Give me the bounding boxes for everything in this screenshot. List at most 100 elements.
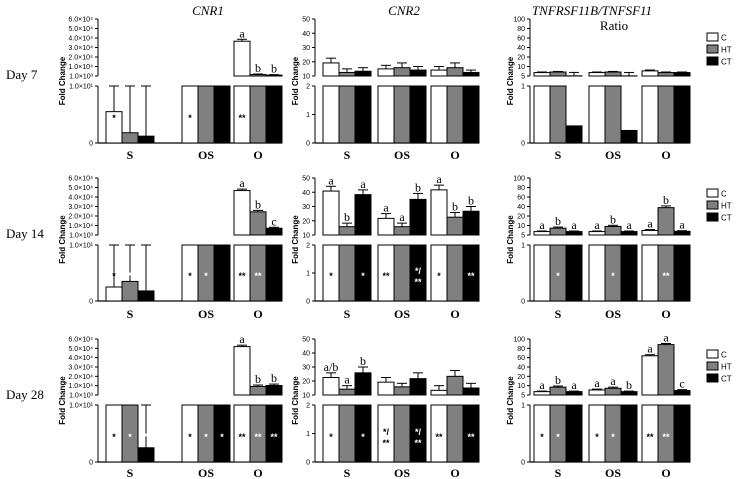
- bar: [533, 85, 551, 144]
- y-tick-label: 100: [513, 176, 525, 183]
- column-title: CNR1: [192, 3, 224, 18]
- asterisk-label: *: [112, 271, 116, 281]
- asterisk-label: **: [238, 113, 246, 123]
- category-label: OS: [394, 307, 410, 321]
- bar: [657, 85, 675, 144]
- y-tick-label: 40: [302, 31, 310, 38]
- bar: [137, 447, 155, 463]
- bar: [354, 404, 372, 463]
- row-label: Day 14: [6, 226, 44, 241]
- asterisk-label: *: [611, 271, 615, 281]
- asterisk-label: *: [361, 271, 365, 281]
- bar: [549, 71, 567, 77]
- chart-panel: 6.0×10⁴ 5.0×10⁴ 4.0×10⁴ 3.0×10⁴ 2.0×10⁴ 1.0×1…: [58, 17, 283, 162]
- category-label: OS: [605, 148, 621, 162]
- significance-letter: a: [626, 218, 632, 232]
- y-tick-label: 5: [521, 393, 525, 400]
- y-tick-label: 100: [513, 337, 525, 344]
- y-tick-label: 40: [517, 45, 525, 52]
- asterisk-label: *: [128, 271, 132, 281]
- bar: [641, 355, 659, 396]
- significance-letter: b: [255, 372, 261, 386]
- significance-letter: b: [663, 193, 669, 207]
- bar: [249, 385, 267, 396]
- y-tick-label: 5.0×10⁴: [68, 26, 93, 33]
- bar: [265, 385, 283, 396]
- significance-letter: a: [594, 218, 600, 232]
- y-tick-label: 1.0×10⁴: [68, 383, 93, 390]
- bar: [620, 231, 638, 236]
- y-tick-label: 30: [302, 365, 310, 372]
- bar: [565, 244, 583, 302]
- legend-swatch: [706, 56, 719, 66]
- bar: [549, 386, 567, 396]
- bar: [393, 386, 411, 396]
- significance-letter: b: [610, 212, 616, 226]
- bar: [105, 286, 123, 302]
- bar: [533, 391, 551, 396]
- asterisk-label: *: [220, 432, 224, 442]
- bar: [213, 244, 231, 302]
- significance-letter: b: [555, 373, 561, 387]
- category-label: S: [344, 307, 351, 321]
- legend-label: C: [721, 190, 727, 199]
- y-tick-label: 0: [306, 299, 310, 306]
- bar: [462, 71, 480, 77]
- bar: [409, 198, 427, 236]
- bar: [641, 70, 659, 77]
- y-tick-label: 1: [306, 271, 310, 278]
- bar: [673, 85, 691, 144]
- significance-letter: b: [468, 194, 474, 208]
- bar: [354, 194, 372, 236]
- bar: [565, 404, 583, 463]
- chart-panel: 6.0×10⁴ 5.0×10⁴ 4.0×10⁴ 3.0×10⁴ 2.0×10⁴ 1.0×1…: [58, 332, 283, 479]
- asterisk-label: *: [540, 432, 544, 442]
- significance-letter: a: [539, 218, 545, 232]
- bar: [393, 67, 411, 77]
- y-tick-label: 1.0×10³: [69, 74, 94, 81]
- significance-letter: a: [383, 201, 389, 215]
- legend-swatch: [706, 44, 719, 54]
- asterisk-label: */: [415, 427, 422, 437]
- y-tick-label: 50: [302, 337, 310, 344]
- legend-swatch: [706, 373, 719, 383]
- bar: [393, 404, 411, 463]
- column-title: TNFRSF11B/TNFSF11: [532, 3, 652, 18]
- y-tick-label: 1.0×10³: [69, 393, 94, 400]
- bar: [354, 244, 372, 302]
- bar: [377, 85, 395, 144]
- asterisk-label: *: [204, 271, 208, 281]
- legend-swatch: [706, 212, 719, 222]
- y-tick-label: 1.0×10³: [69, 233, 94, 240]
- asterisk-label: **: [270, 432, 278, 442]
- significance-letter: a: [360, 177, 366, 191]
- bar: [533, 231, 551, 236]
- bar: [265, 227, 283, 236]
- bar: [265, 85, 283, 144]
- bar: [322, 377, 340, 396]
- bar: [604, 85, 622, 144]
- bar: [533, 244, 551, 302]
- category-label: S: [127, 307, 134, 321]
- y-tick-label: 5.0×10⁴: [68, 185, 93, 192]
- y-tick-label: 10: [517, 223, 525, 230]
- legend-label: CT: [721, 214, 732, 223]
- y-axis-label: Fold Change: [291, 215, 300, 264]
- bar: [604, 387, 622, 396]
- significance-letter: b: [415, 180, 421, 194]
- y-tick-label: 1.0×10⁴: [68, 223, 93, 230]
- bar: [657, 72, 675, 77]
- y-tick-label: 0: [89, 141, 93, 148]
- bar: [137, 135, 155, 144]
- y-axis-label: Fold Change: [291, 376, 300, 425]
- asterisk-label: *: [188, 113, 192, 123]
- bar: [322, 190, 340, 236]
- significance-letter: b: [452, 199, 458, 213]
- bar: [565, 391, 583, 396]
- legend-swatch: [706, 349, 719, 359]
- significance-letter: b: [360, 354, 366, 368]
- significance-letter: a: [239, 26, 245, 40]
- category-label: O: [661, 148, 670, 162]
